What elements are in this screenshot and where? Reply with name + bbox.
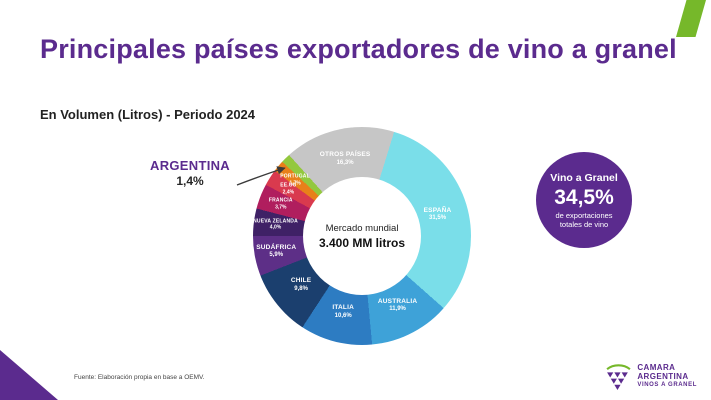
logo-text: CAMARA ARGENTINA VINOS A GRANEL bbox=[637, 364, 697, 388]
logo-line-1: CAMARA bbox=[637, 363, 676, 373]
source-note: Fuente: Elaboración propia en base a OEM… bbox=[74, 374, 205, 381]
bulk-wine-share-badge: Vino a Granel 34,5% de exportaciones tot… bbox=[536, 152, 632, 248]
argentina-callout-label: ARGENTINA bbox=[150, 158, 230, 173]
grapes-logo-icon bbox=[606, 364, 631, 390]
logo-line-2: ARGENTINA bbox=[637, 372, 689, 382]
center-label: Mercado mundial bbox=[325, 222, 399, 234]
donut-chart: OTROS PAÍSES 16,3% ESPAÑA 31,5% AUSTRALIA 11,… bbox=[253, 127, 471, 345]
camara-argentina-logo: CAMARA ARGENTINA VINOS A GRANEL bbox=[605, 363, 697, 390]
argentina-callout-value: 1,4% bbox=[176, 174, 204, 188]
badge-title: Vino a Granel bbox=[550, 171, 618, 184]
corner-decoration-green bbox=[676, 0, 706, 37]
page-title: Principales países exportadores de vino … bbox=[40, 34, 677, 64]
badge-caption: de exportaciones totales de vino bbox=[555, 210, 613, 229]
argentina-callout: ARGENTINA 1,4% bbox=[146, 158, 234, 188]
corner-decoration-purple bbox=[0, 350, 58, 400]
donut-center: Mercado mundial 3.400 MM litros bbox=[303, 177, 421, 295]
logo-line-3: VINOS A GRANEL bbox=[637, 382, 697, 388]
page-subtitle: En Volumen (Litros) - Periodo 2024 bbox=[40, 107, 256, 122]
center-value: 3.400 MM litros bbox=[318, 235, 406, 250]
badge-value: 34,5% bbox=[554, 185, 614, 209]
